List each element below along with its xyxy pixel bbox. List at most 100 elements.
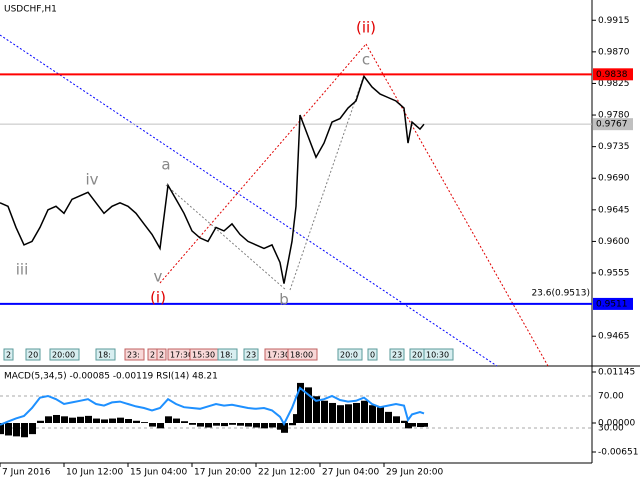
price-label: 0.9838	[596, 70, 628, 80]
y-tick-label: 0.9600	[598, 237, 630, 247]
x-tick-label: 10 Jun 12:00	[66, 468, 123, 478]
macd-bar	[345, 404, 352, 424]
macd-bar	[173, 418, 180, 424]
time-tag: 10:30	[426, 351, 449, 360]
y-tick-label: 0.9645	[598, 205, 630, 215]
macd-bar	[229, 423, 236, 425]
time-tag: 20	[28, 351, 38, 360]
time-tag-box	[217, 348, 238, 361]
macd-bar	[157, 423, 164, 429]
time-tag-box	[156, 348, 167, 361]
macd-bar	[405, 423, 412, 429]
macd-bar	[281, 423, 288, 433]
x-tick-label: 27 Jun 04:00	[322, 468, 379, 478]
macd-bar	[385, 411, 392, 424]
y-tick-label: 0.9780	[598, 111, 630, 121]
macd-bar	[361, 400, 368, 424]
macd-bar	[69, 417, 76, 424]
time-tag: 20:0	[340, 351, 358, 360]
time-tag: 17:30	[267, 351, 290, 360]
wave-line	[165, 184, 287, 291]
y-tick-label: 0.9690	[598, 174, 630, 184]
wave-line	[159, 43, 367, 284]
macd-bar	[133, 420, 140, 424]
wave-label: iii	[16, 261, 29, 279]
wave-label: iv	[85, 171, 98, 189]
y-tick-label: 0.00000	[598, 419, 635, 429]
y-tick-label: 0.9825	[598, 79, 630, 89]
macd-bar	[237, 423, 244, 426]
macd-bar	[93, 418, 100, 424]
macd-bar	[261, 423, 268, 429]
macd-bar	[85, 415, 92, 424]
wave-line	[289, 74, 365, 291]
macd-bar	[77, 416, 84, 424]
macd-bar	[197, 423, 204, 427]
macd-bar	[141, 422, 148, 424]
macd-bar	[53, 414, 60, 424]
macd-bar	[101, 419, 108, 424]
rsi-line	[0, 386, 425, 427]
macd-bar	[37, 420, 44, 424]
macd-bar	[337, 405, 344, 424]
wave-label: v	[154, 268, 163, 286]
macd-bar	[321, 400, 328, 424]
time-tag: 23	[246, 351, 256, 360]
macd-bar	[353, 402, 360, 424]
x-tick-label: 15 Jun 04:00	[130, 468, 187, 478]
macd-bar	[269, 423, 276, 428]
time-tag: 23:	[127, 351, 140, 360]
macd-bar	[13, 423, 20, 437]
macd-bar	[21, 423, 28, 438]
time-tag-box	[25, 348, 41, 361]
macd-bar	[305, 387, 312, 424]
y2-tick-label: 30.00	[598, 424, 624, 434]
y-tick-label: 0.01145	[598, 368, 635, 378]
time-tag-box	[287, 348, 318, 361]
time-tag-box	[337, 348, 363, 361]
macd-bar	[117, 417, 124, 424]
macd-bar	[293, 414, 300, 424]
y-tick-label: -0.00651	[598, 448, 638, 458]
wave-label: (ii)	[356, 19, 376, 37]
y-tick-label: 0.9915	[598, 16, 630, 26]
time-tag-box	[367, 348, 378, 361]
macd-bar	[221, 423, 228, 427]
macd-bar	[329, 402, 336, 424]
time-tag: 2	[150, 351, 155, 360]
indicator-title: MACD(5,34,5) -0.00085 -0.00119 RSI(14) 4…	[4, 372, 218, 382]
macd-bar	[29, 423, 36, 435]
y-tick-label: 0.9735	[598, 142, 630, 152]
macd-bar	[369, 405, 376, 424]
time-tag-box	[389, 348, 405, 361]
time-tag: 20	[412, 351, 422, 360]
price-label-box	[593, 118, 633, 131]
macd-bar	[181, 421, 188, 424]
price-label: 0.9511	[596, 299, 628, 309]
time-tag: 20:00	[52, 351, 75, 360]
macd-bar	[61, 416, 68, 424]
macd-bar	[0, 423, 4, 435]
macd-bar	[289, 423, 296, 426]
price-label-box	[593, 297, 633, 310]
time-tag: 15:30	[192, 351, 215, 360]
x-tick-label: 7 Jun 2016	[2, 468, 51, 478]
macd-bar	[125, 418, 132, 424]
macd-bar	[393, 416, 400, 424]
macd-bar	[421, 423, 428, 427]
macd-bar	[5, 423, 12, 436]
y-tick-label: 0.9870	[598, 47, 630, 57]
y-tick-label: 0.9555	[598, 269, 630, 279]
macd-bar	[313, 396, 320, 424]
chart-title: USDCHF,H1	[4, 5, 57, 15]
time-tag: 18:	[220, 351, 233, 360]
wave-label: c	[362, 51, 370, 69]
macd-bar	[297, 382, 304, 424]
x-tick-label: 22 Jun 12:00	[258, 468, 315, 478]
macd-bar	[401, 420, 408, 424]
time-tag-box	[124, 348, 145, 361]
macd-bar	[417, 423, 424, 428]
price-line	[0, 74, 425, 284]
macd-bar	[277, 423, 284, 430]
